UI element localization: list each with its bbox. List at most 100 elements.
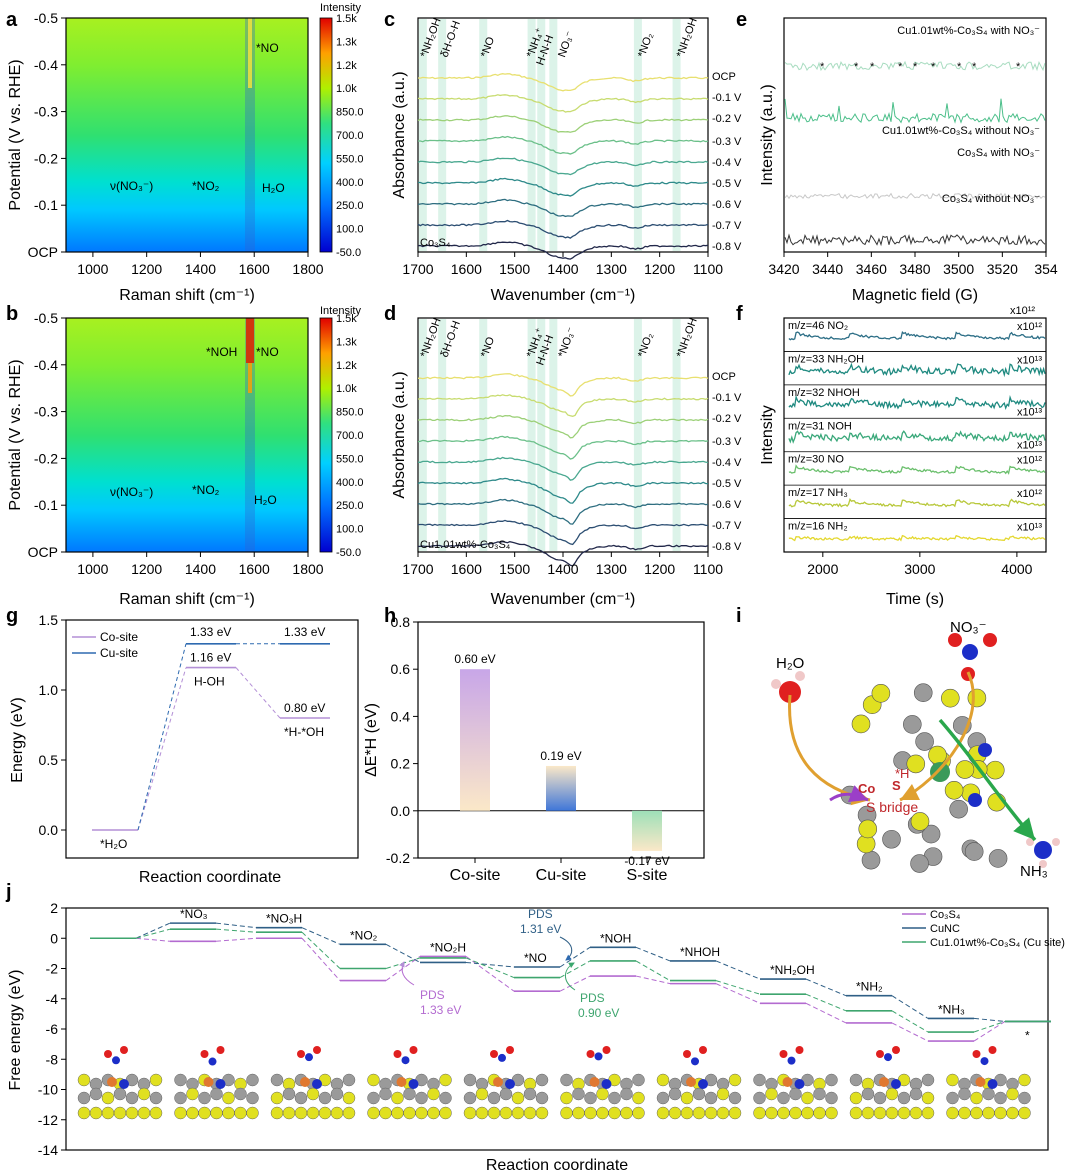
atom: [988, 849, 1008, 868]
series-line: [417, 435, 709, 460]
label-co: Co: [858, 781, 875, 796]
slab-atom: [487, 1091, 501, 1105]
colorbar-tick: 250.0: [336, 200, 364, 212]
free-energy-connector: [973, 1017, 1006, 1022]
xlabel-f: Time (s): [886, 591, 944, 608]
state-label: *NO₃H: [266, 912, 302, 926]
label-h: *H: [895, 766, 909, 781]
scale-label: x10¹³: [1017, 354, 1042, 366]
series-label: -0.8 V: [712, 241, 742, 253]
water-h-atom: [795, 671, 805, 681]
peak-marker: *: [972, 61, 977, 73]
ytick-label: -4: [46, 991, 59, 1007]
free-energy-connector: [215, 937, 257, 942]
slab-atom: [1018, 1073, 1031, 1087]
slab-atom: [704, 1106, 718, 1120]
adsorbate-n-atom: [980, 1057, 989, 1066]
sample-d: Cu1.01wt%-Co₃S₄: [420, 539, 511, 551]
series-label: Cu1.01wt%-Co₃S₄ with NO₃⁻: [897, 25, 1040, 37]
cu-site-atom: [119, 1079, 129, 1089]
co-atom: [975, 1077, 986, 1087]
slab-atom: [125, 1091, 139, 1105]
ytick-label: -0.4: [34, 357, 58, 373]
adsorbate-o-atom: [313, 1046, 321, 1054]
panel-label-h: h: [384, 605, 396, 627]
slab-atom: [632, 1091, 645, 1105]
slab-atom: [198, 1106, 211, 1120]
series-label: m/z=32 NHOH: [788, 387, 860, 399]
adsorbate-n-atom: [691, 1057, 699, 1066]
xtick-label: 3460: [856, 261, 887, 277]
series-line: [417, 241, 709, 260]
series-label: m/z=31 NOH: [788, 420, 852, 432]
adsorbate-o-atom: [490, 1050, 498, 1058]
co-atom: [107, 1077, 117, 1087]
xtick-label: 1500: [499, 261, 530, 277]
state-label: *NO₃: [180, 907, 208, 921]
ann-b-2: H₂O: [254, 493, 277, 507]
slab-atom: [535, 1106, 549, 1120]
ytick-label: -0.5: [34, 310, 58, 326]
series-label: -0.3 V: [712, 436, 742, 448]
free-energy-connector: [301, 927, 341, 945]
ytick-label: -0.3: [34, 104, 58, 120]
xtick-label: 1400: [547, 261, 578, 277]
series-line: [418, 177, 709, 197]
heat-hotspot-b2: [248, 363, 252, 393]
label-h2o: H₂O: [776, 655, 804, 672]
slab-atom: [825, 1073, 838, 1087]
ytick-label: 0.4: [391, 708, 411, 724]
slab-atom: [1018, 1091, 1031, 1105]
series-label: -0.7 V: [712, 520, 742, 532]
free-energy-connector: [635, 946, 671, 962]
slab-atom: [282, 1087, 296, 1101]
free-energy-connector: [135, 937, 171, 942]
slab-atom: [620, 1087, 633, 1101]
scale-label: x10¹³: [1017, 522, 1042, 534]
series-line: [417, 477, 709, 504]
adsorbate-n-atom: [884, 1053, 892, 1062]
slab-atom: [680, 1106, 694, 1120]
xtick-label: 1200: [644, 561, 675, 577]
level-label: H-OH: [194, 675, 225, 689]
slab-atom: [246, 1073, 259, 1087]
slab-atom: [946, 1091, 959, 1105]
slab-atom: [849, 1106, 863, 1120]
slab-atom: [777, 1091, 790, 1105]
slab-atom: [728, 1073, 742, 1087]
xtick-label: 1100: [693, 261, 723, 277]
pds-label: PDS: [528, 907, 553, 921]
legend-label: Co₃S₄: [930, 909, 961, 921]
slab-atom: [801, 1106, 814, 1120]
ylabel-f: Intensity: [759, 405, 776, 465]
state-label: *: [1025, 1028, 1030, 1042]
slab-atom: [728, 1091, 742, 1105]
ann-a-1: *NO₂: [192, 179, 220, 193]
heatmap-a: [66, 18, 308, 252]
n-atom: [968, 793, 982, 807]
state-label: *NOH: [600, 931, 631, 945]
free-energy-connector: [891, 1010, 929, 1033]
ylabel-j: Free energy (eV): [7, 970, 24, 1091]
ann-b-1: *NO₂: [192, 483, 220, 497]
series-label: -0.7 V: [712, 220, 742, 232]
co-atom: [589, 1077, 600, 1087]
series-line: [417, 73, 709, 92]
frame-b: [65, 317, 309, 553]
series-line: [417, 115, 709, 133]
slab-atom: [77, 1073, 91, 1087]
slab-atom: [439, 1073, 452, 1087]
adsorbate-o-atom: [104, 1050, 112, 1058]
label-s: S: [892, 778, 901, 793]
adsorbate-n-atom: [787, 1056, 796, 1065]
adsorbate-o-atom: [602, 1046, 611, 1054]
panel-label-f: f: [736, 303, 743, 325]
slab-atom: [427, 1087, 440, 1101]
slab-atom: [415, 1091, 428, 1105]
slab-atom: [668, 1087, 682, 1101]
slab-atom: [318, 1106, 332, 1120]
slab-atom: [572, 1087, 585, 1101]
colorbar-tick: 250.0: [336, 500, 364, 512]
slab-atom: [77, 1091, 91, 1105]
